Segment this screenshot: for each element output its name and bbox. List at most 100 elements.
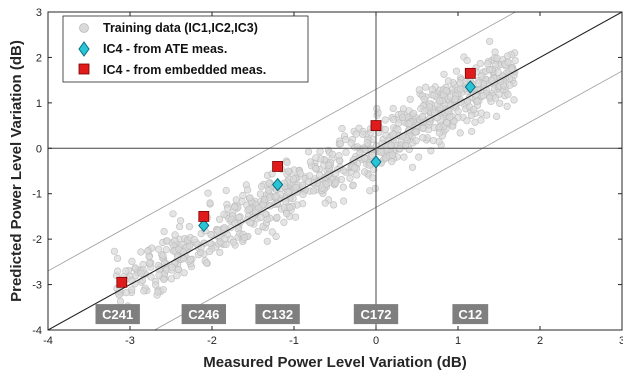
plot-frame bbox=[47, 11, 623, 331]
training-point bbox=[137, 248, 145, 256]
training-point bbox=[168, 263, 176, 271]
training-point bbox=[116, 297, 125, 306]
training-point bbox=[265, 186, 273, 194]
training-point bbox=[306, 158, 315, 166]
training-point bbox=[272, 192, 280, 201]
training-point bbox=[173, 272, 181, 280]
training-point bbox=[471, 118, 479, 126]
training-point bbox=[451, 95, 459, 103]
training-point bbox=[415, 86, 423, 94]
training-point bbox=[408, 163, 417, 171]
training-point bbox=[163, 237, 171, 245]
training-point bbox=[220, 210, 228, 218]
training-point bbox=[347, 139, 355, 147]
training-point bbox=[330, 201, 338, 209]
training-point bbox=[478, 72, 486, 80]
identity-line bbox=[48, 12, 622, 330]
training-point bbox=[169, 210, 177, 218]
training-point bbox=[159, 252, 167, 260]
training-point bbox=[338, 125, 346, 133]
training-point bbox=[475, 79, 483, 87]
training-point bbox=[254, 227, 262, 235]
training-point bbox=[245, 205, 253, 213]
category-labels: C241 C246 C132 C172 C12 bbox=[95, 304, 489, 325]
training-point bbox=[389, 104, 397, 113]
category-label-box bbox=[255, 304, 300, 325]
training-point bbox=[504, 90, 512, 98]
training-point bbox=[406, 95, 414, 103]
training-point bbox=[412, 137, 420, 145]
training-point bbox=[493, 112, 501, 120]
training-point bbox=[440, 70, 448, 78]
training-point bbox=[309, 187, 318, 195]
y-tick-label: 3 bbox=[36, 7, 42, 19]
training-point bbox=[456, 79, 464, 87]
category-label-box bbox=[181, 304, 226, 325]
y-tick-label: -1 bbox=[32, 189, 42, 201]
training-point bbox=[504, 58, 512, 66]
training-point bbox=[190, 236, 198, 244]
y-tick-label: -4 bbox=[32, 325, 42, 337]
training-point bbox=[456, 129, 464, 137]
training-point bbox=[452, 67, 461, 75]
training-point bbox=[486, 37, 494, 45]
category-label: C246 bbox=[188, 307, 219, 322]
training-point bbox=[265, 179, 273, 187]
ate-point bbox=[370, 155, 382, 169]
training-point bbox=[377, 148, 385, 156]
training-point bbox=[312, 154, 320, 162]
reference-lines bbox=[48, 12, 622, 330]
training-point bbox=[258, 182, 266, 190]
training-point bbox=[399, 113, 407, 121]
training-point bbox=[415, 153, 423, 161]
training-point bbox=[257, 213, 265, 221]
training-point bbox=[296, 169, 304, 177]
training-point bbox=[430, 91, 438, 99]
training-point bbox=[422, 83, 430, 91]
training-point bbox=[204, 189, 212, 197]
training-point bbox=[229, 238, 238, 246]
training-point bbox=[180, 269, 188, 277]
training-point bbox=[506, 81, 514, 89]
category-label: C241 bbox=[102, 307, 133, 322]
x-axis-label: Measured Power Level Variation (dB) bbox=[203, 354, 466, 371]
category-label: C132 bbox=[262, 307, 293, 322]
embedded-point bbox=[116, 276, 128, 288]
training-point bbox=[373, 104, 381, 113]
training-point bbox=[443, 118, 451, 127]
x-tick-label: 1 bbox=[455, 335, 461, 347]
training-point bbox=[356, 149, 364, 157]
training-point bbox=[231, 203, 239, 211]
training-point bbox=[222, 186, 230, 195]
training-point bbox=[122, 267, 130, 275]
x-tick-label: -4 bbox=[43, 335, 53, 347]
training-point bbox=[349, 181, 357, 189]
training-point bbox=[352, 130, 360, 138]
training-point bbox=[346, 174, 354, 182]
y-tick-label: 1 bbox=[36, 98, 42, 110]
training-point bbox=[429, 137, 438, 145]
training-point bbox=[410, 109, 418, 117]
ic4-markers bbox=[116, 67, 476, 288]
embedded-point bbox=[464, 67, 476, 79]
training-point bbox=[304, 148, 313, 156]
training-point bbox=[214, 227, 222, 235]
training-point bbox=[503, 102, 511, 110]
training-point bbox=[206, 199, 214, 207]
x-tick-label: -2 bbox=[207, 335, 217, 347]
category-label-box bbox=[353, 304, 399, 325]
training-point bbox=[167, 275, 175, 283]
training-point bbox=[436, 97, 444, 105]
training-point bbox=[435, 129, 444, 137]
training-point bbox=[504, 52, 512, 60]
x-tick-label: -1 bbox=[289, 335, 299, 347]
training-point bbox=[387, 141, 395, 149]
training-point bbox=[405, 120, 413, 128]
training-point bbox=[420, 95, 428, 103]
training-point bbox=[160, 228, 168, 236]
y-axis-label: Predicted Power Level Variation (dB) bbox=[8, 40, 25, 302]
axis-ticks: -4 -3 -2 -1 0 1 2 3 -4 -3 -2 -1 0 1 2 3 bbox=[32, 7, 623, 347]
training-point bbox=[239, 191, 247, 200]
upper-bound-line bbox=[48, 12, 517, 272]
training-point bbox=[400, 153, 408, 161]
